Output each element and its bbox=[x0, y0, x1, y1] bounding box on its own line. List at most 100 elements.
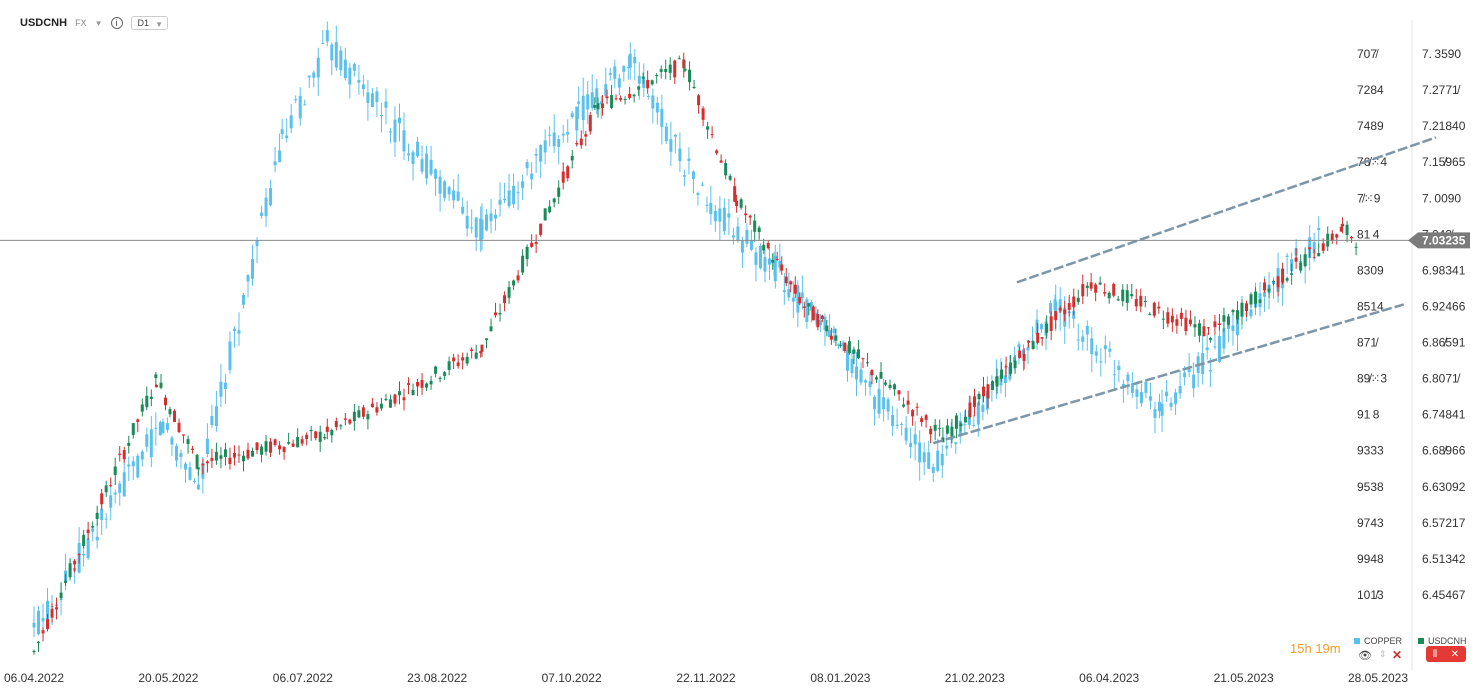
usdcnh-candle-body bbox=[154, 385, 158, 388]
copper-candle-body bbox=[1187, 366, 1191, 373]
usdcnh-candle-body bbox=[605, 96, 609, 99]
usdcnh-candle-body bbox=[753, 220, 757, 232]
usdcnh-candle-body bbox=[637, 86, 641, 90]
usdcnh-candle-body bbox=[561, 171, 565, 183]
copper-candle-body bbox=[1178, 386, 1182, 394]
y-tick-label-copper: 91 8 bbox=[1357, 408, 1380, 422]
sort-icon[interactable]: ⇕ bbox=[1379, 649, 1387, 659]
y-tick-label-right: 7. 0090 bbox=[1422, 191, 1461, 205]
usdcnh-candle-body bbox=[195, 454, 199, 469]
usdcnh-candle-body bbox=[149, 396, 153, 399]
chevron-down-icon[interactable]: ▼ bbox=[94, 18, 103, 28]
usdcnh-candle-body bbox=[911, 410, 915, 417]
usdcnh-candle-body bbox=[847, 341, 851, 353]
copper-candle-body bbox=[321, 42, 325, 44]
usdcnh-candle-body bbox=[1217, 323, 1221, 325]
copper-candle-body bbox=[727, 213, 731, 218]
copper-candle-body bbox=[145, 434, 149, 447]
usdcnh-candle-body bbox=[856, 349, 860, 358]
copper-candle-body bbox=[241, 294, 245, 305]
usdcnh-candle-body bbox=[512, 280, 516, 286]
usdcnh-candle-body bbox=[1213, 321, 1217, 328]
copper-candle-body bbox=[429, 159, 433, 175]
copper-candle-body bbox=[170, 437, 174, 445]
usdcnh-candle-body bbox=[50, 608, 54, 618]
copper-candle-body bbox=[637, 75, 641, 84]
usdcnh-candle-body bbox=[646, 79, 650, 89]
legend-label: USDCNH bbox=[1428, 636, 1467, 646]
copper-candle-body bbox=[1085, 325, 1089, 335]
usdcnh-candle-body bbox=[237, 454, 241, 456]
copper-candle-body bbox=[832, 328, 836, 333]
copper-candle-body bbox=[845, 350, 849, 371]
usdcnh-candle-body bbox=[1166, 312, 1170, 324]
usdcnh-candle-body bbox=[784, 276, 788, 284]
usdcnh-candle-body bbox=[1208, 338, 1212, 340]
copper-candle-body bbox=[205, 438, 209, 455]
y-tick-label-right: 6.45467 bbox=[1422, 588, 1466, 602]
usdcnh-candle-body bbox=[929, 428, 933, 435]
copper-candle-body bbox=[796, 285, 800, 313]
usdcnh-candle-body bbox=[282, 446, 286, 453]
copper-candle-body bbox=[219, 381, 223, 397]
copper-candle-body bbox=[841, 342, 845, 346]
copper-candle-body bbox=[289, 115, 293, 129]
usdcnh-candle-body bbox=[1121, 289, 1125, 302]
copper-candle-body bbox=[608, 73, 612, 75]
usdcnh-candle-body bbox=[1175, 319, 1179, 326]
instrument-actions-button[interactable]: ⫴ ✕ bbox=[1426, 646, 1466, 662]
channel-upper-line[interactable] bbox=[1016, 136, 1437, 284]
x-tick-label: 07.10.2022 bbox=[542, 671, 602, 685]
usdcnh-candle-body bbox=[357, 410, 361, 418]
copper-candle-body bbox=[1208, 370, 1212, 372]
usdcnh-candle-body bbox=[1267, 288, 1271, 292]
copper-candle-body bbox=[805, 299, 809, 322]
copper-candle-body bbox=[626, 67, 630, 69]
y-tick-label-copper: 8514 bbox=[1357, 299, 1384, 313]
symbol-label[interactable]: USDCNH bbox=[20, 17, 68, 29]
current-price-tag bbox=[1408, 232, 1470, 249]
usdcnh-candle-body bbox=[1202, 326, 1206, 337]
y-tick-label-copper: 7489 bbox=[1357, 119, 1384, 133]
copper-candle-body bbox=[1081, 336, 1085, 342]
close-icon[interactable]: ✕ bbox=[1392, 648, 1403, 662]
usdcnh-candle-body bbox=[1107, 292, 1111, 299]
usdcnh-candle-body bbox=[1240, 302, 1244, 317]
copper-candle-body bbox=[931, 467, 935, 473]
candles-icon: ⫴ bbox=[1432, 648, 1438, 660]
channel-lower-line[interactable] bbox=[932, 303, 1405, 445]
usdcnh-candle-body bbox=[1341, 223, 1345, 227]
copper-candle-body bbox=[673, 134, 677, 137]
usdcnh-candle-body bbox=[1098, 282, 1102, 285]
y-tick-label-copper: 9538 bbox=[1357, 480, 1384, 494]
copper-candle-body bbox=[945, 445, 949, 449]
usdcnh-candle-body bbox=[228, 457, 232, 464]
usdcnh-candle-body bbox=[300, 439, 304, 444]
usdcnh-candle-body bbox=[963, 416, 967, 423]
copper-candle-body bbox=[958, 420, 962, 437]
copper-candle-body bbox=[548, 134, 552, 136]
usdcnh-candle-body bbox=[503, 295, 507, 304]
usdcnh-candle-body bbox=[41, 630, 45, 634]
timer-hours: 15h bbox=[1290, 641, 1312, 656]
copper-candle-body bbox=[581, 95, 585, 121]
usdcnh-candle-body bbox=[456, 362, 460, 367]
copper-candle-body bbox=[264, 197, 268, 217]
copper-candle-body bbox=[196, 484, 200, 490]
usdcnh-candle-body bbox=[525, 246, 529, 260]
interval-select[interactable]: D1 ▼ bbox=[130, 16, 169, 30]
usdcnh-candle-body bbox=[724, 162, 728, 176]
usdcnh-candle-body bbox=[64, 580, 68, 583]
usdcnh-candle-body bbox=[1076, 297, 1080, 303]
eye-icon[interactable]: 👁 bbox=[1358, 650, 1372, 662]
copper-swatch bbox=[1354, 638, 1360, 644]
copper-candle-body bbox=[210, 416, 214, 426]
copper-candle-body bbox=[494, 214, 498, 219]
info-icon[interactable]: i bbox=[110, 17, 123, 29]
usdcnh-candle-body bbox=[1272, 280, 1276, 282]
current-price-label: 7.03235 bbox=[1422, 233, 1466, 247]
copper-candle-body bbox=[1235, 316, 1239, 336]
usdcnh-candle-body bbox=[972, 396, 976, 407]
copper-candle-body bbox=[836, 344, 840, 346]
